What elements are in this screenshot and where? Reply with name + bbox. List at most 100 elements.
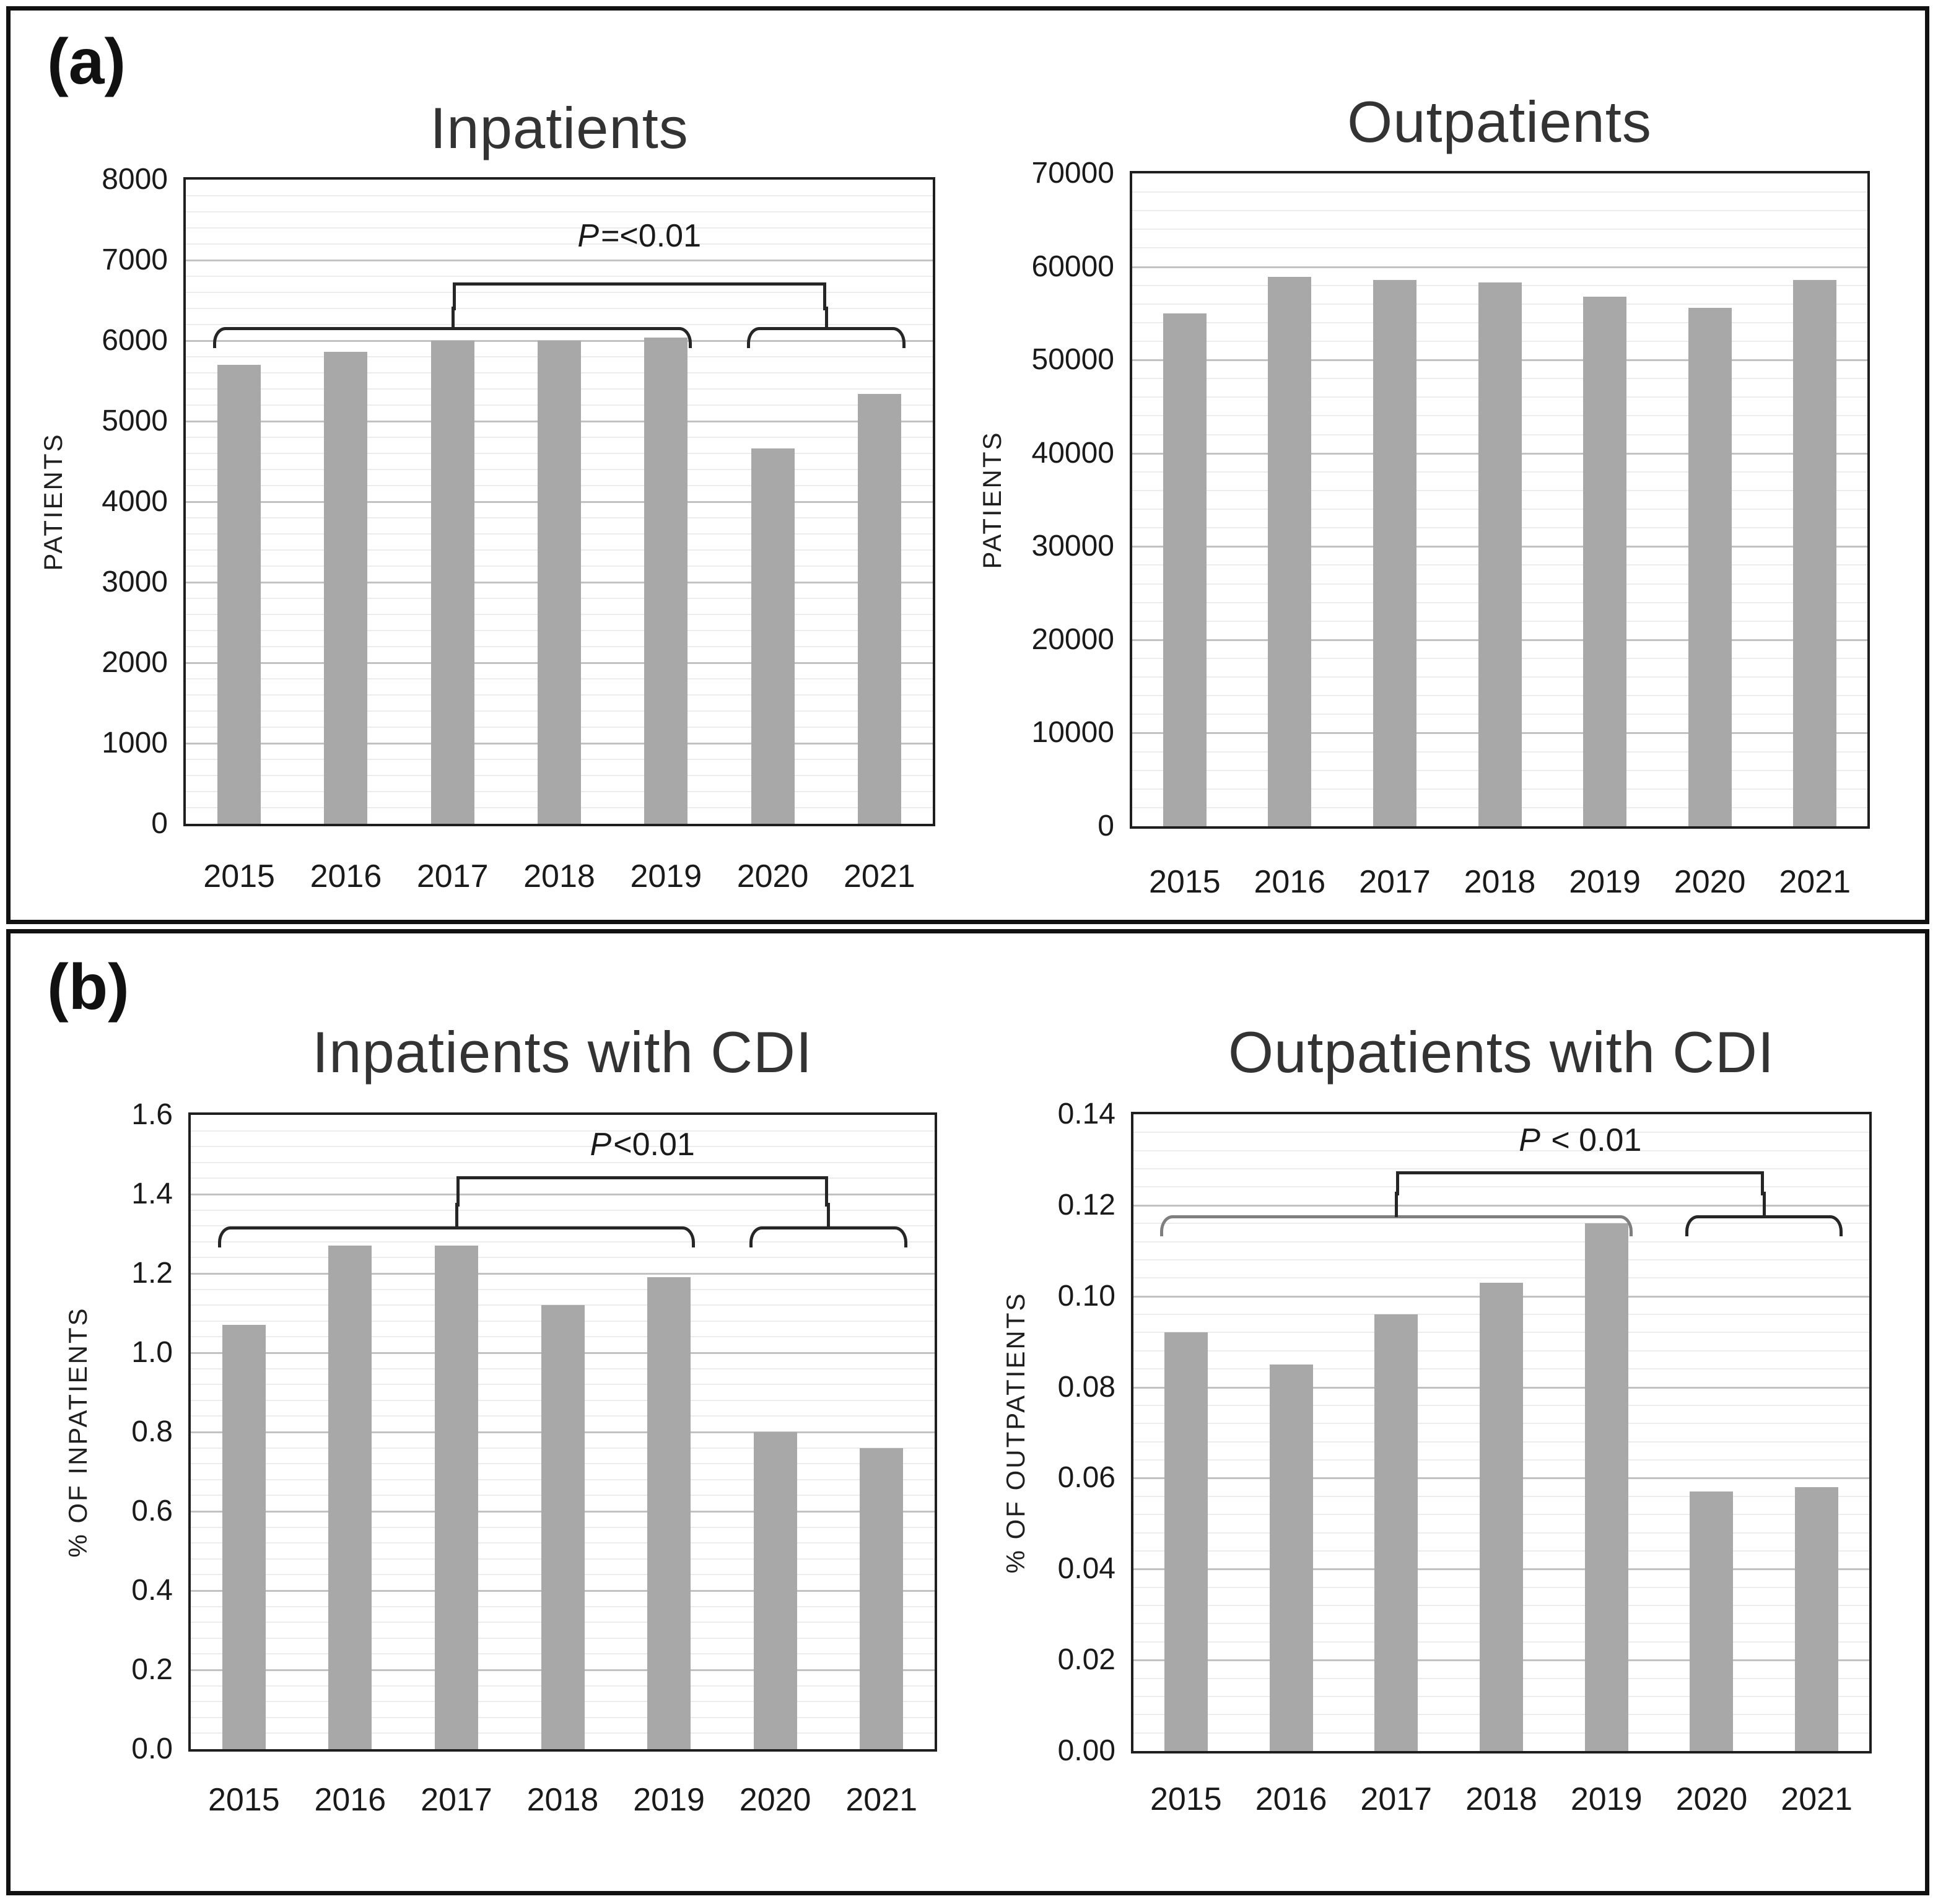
x-tick-label-2021: 2021 bbox=[1781, 1781, 1853, 1817]
bar-2015 bbox=[217, 365, 261, 824]
y-tick-label: 5000 bbox=[102, 404, 168, 437]
y-tick-label: 10000 bbox=[1031, 716, 1114, 749]
bar-2019 bbox=[1584, 1223, 1628, 1751]
bar-2016 bbox=[1268, 277, 1312, 826]
bar-2021 bbox=[1795, 1487, 1839, 1751]
y-tick-label: 1.2 bbox=[131, 1257, 173, 1290]
gridline-minor bbox=[1133, 1132, 1869, 1133]
x-tick-label-2019: 2019 bbox=[1569, 864, 1641, 900]
bar-2021 bbox=[860, 1448, 904, 1749]
y-tick-label: 20000 bbox=[1031, 622, 1114, 656]
plot-area-outpatients bbox=[1130, 171, 1870, 829]
plot-area-inpatients-cdi bbox=[188, 1112, 937, 1752]
gridline-major bbox=[1133, 1204, 1869, 1207]
x-tick-label-2018: 2018 bbox=[1465, 1781, 1537, 1817]
bar-2021 bbox=[1793, 279, 1837, 826]
bar-2019 bbox=[647, 1277, 691, 1749]
x-tick-label-2020: 2020 bbox=[739, 1782, 811, 1818]
gridline-minor bbox=[191, 1146, 935, 1148]
gridline-major bbox=[1132, 266, 1867, 268]
x-tick-label-2020: 2020 bbox=[736, 858, 809, 894]
p-value-label: P<0.01 bbox=[590, 1127, 695, 1163]
x-tick-label-2015: 2015 bbox=[207, 1782, 280, 1818]
gridline-minor bbox=[1133, 1223, 1869, 1225]
gridline-minor bbox=[1132, 191, 1867, 193]
chart-title-inpatients: Inpatients bbox=[430, 95, 689, 160]
bar-2017 bbox=[1373, 279, 1416, 826]
x-tick-label-2018: 2018 bbox=[1464, 864, 1536, 900]
y-tick-label: 0.14 bbox=[1057, 1098, 1115, 1130]
bar-2020 bbox=[753, 1432, 797, 1749]
y-tick-label: 7000 bbox=[102, 243, 168, 276]
gridline-major bbox=[186, 260, 933, 261]
gridline-minor bbox=[1133, 1186, 1869, 1188]
x-tick-label-2017: 2017 bbox=[1359, 864, 1431, 900]
gridline-minor bbox=[186, 308, 933, 309]
significance-bracket-top bbox=[1396, 1171, 1765, 1195]
bracket-center-tick-group1 bbox=[455, 1203, 458, 1228]
gridline-minor bbox=[1132, 210, 1867, 212]
chart-title-outpatients-cdi: Outpatients with CDI bbox=[1228, 1020, 1775, 1085]
gridline-minor bbox=[191, 1241, 935, 1242]
bar-2015 bbox=[1164, 1332, 1208, 1751]
bracket-center-tick-group1 bbox=[451, 307, 455, 329]
y-tick-label: 40000 bbox=[1031, 436, 1114, 469]
y-tick-label: 30000 bbox=[1031, 530, 1114, 563]
x-tick-label-2021: 2021 bbox=[845, 1782, 918, 1818]
y-tick-label: 0.06 bbox=[1057, 1461, 1115, 1495]
gridline-minor bbox=[186, 276, 933, 277]
significance-bracket-top bbox=[456, 1176, 829, 1207]
gridline-minor bbox=[191, 1257, 935, 1259]
bar-2018 bbox=[1478, 282, 1522, 826]
significance-bracket-group1 bbox=[1159, 1215, 1633, 1236]
bar-2018 bbox=[1480, 1282, 1523, 1751]
gridline-major bbox=[191, 1194, 935, 1195]
gridline-minor bbox=[1132, 247, 1867, 249]
x-tick-label-2021: 2021 bbox=[844, 858, 915, 894]
y-tick-label: 60000 bbox=[1031, 250, 1114, 283]
x-tick-label-2015: 2015 bbox=[1150, 1781, 1222, 1817]
y-tick-label: 8000 bbox=[102, 163, 168, 196]
significance-bracket-group2 bbox=[1685, 1215, 1843, 1236]
y-tick-label: 0.08 bbox=[1057, 1370, 1115, 1404]
y-tick-label: 1.0 bbox=[131, 1336, 173, 1369]
gridline-minor bbox=[1133, 1150, 1869, 1151]
y-tick-label: 3000 bbox=[102, 566, 168, 598]
y-tick-label: 0.8 bbox=[131, 1415, 173, 1448]
bracket-center-tick-group1 bbox=[1395, 1192, 1399, 1217]
y-tick-label: 50000 bbox=[1031, 343, 1114, 377]
bar-2020 bbox=[751, 448, 795, 824]
x-tick-label-2020: 2020 bbox=[1674, 864, 1746, 900]
gridline-minor bbox=[191, 1161, 935, 1163]
gridline-minor bbox=[191, 1209, 935, 1211]
chart-title-inpatients-cdi: Inpatients with CDI bbox=[312, 1020, 813, 1085]
bar-2021 bbox=[857, 393, 901, 824]
x-tick-label-2020: 2020 bbox=[1675, 1781, 1748, 1817]
y-tick-label: 0.02 bbox=[1057, 1643, 1115, 1677]
y-tick-label: 0.04 bbox=[1057, 1552, 1115, 1586]
gridline-minor bbox=[186, 227, 933, 229]
gridline-minor bbox=[186, 243, 933, 245]
gridline-major bbox=[191, 1273, 935, 1275]
bar-2017 bbox=[434, 1246, 478, 1749]
x-tick-label-2018: 2018 bbox=[526, 1782, 599, 1818]
gridline-minor bbox=[191, 1288, 935, 1290]
gridline-minor bbox=[191, 1130, 935, 1132]
gridline-minor bbox=[1133, 1277, 1869, 1279]
y-tick-label: 1.6 bbox=[131, 1098, 173, 1131]
x-tick-label-2016: 2016 bbox=[1254, 864, 1326, 900]
y-tick-label: 0.6 bbox=[131, 1495, 173, 1527]
panel-b-label: (b) bbox=[47, 951, 129, 1023]
bar-2015 bbox=[222, 1325, 266, 1749]
x-tick-label-2017: 2017 bbox=[1360, 1781, 1433, 1817]
p-value-label: P < 0.01 bbox=[1519, 1122, 1642, 1158]
significance-bracket-top bbox=[452, 282, 826, 310]
bar-2018 bbox=[538, 341, 581, 824]
gridline-minor bbox=[186, 195, 933, 196]
x-tick-label-2017: 2017 bbox=[416, 858, 489, 894]
x-tick-label-2021: 2021 bbox=[1779, 864, 1851, 900]
